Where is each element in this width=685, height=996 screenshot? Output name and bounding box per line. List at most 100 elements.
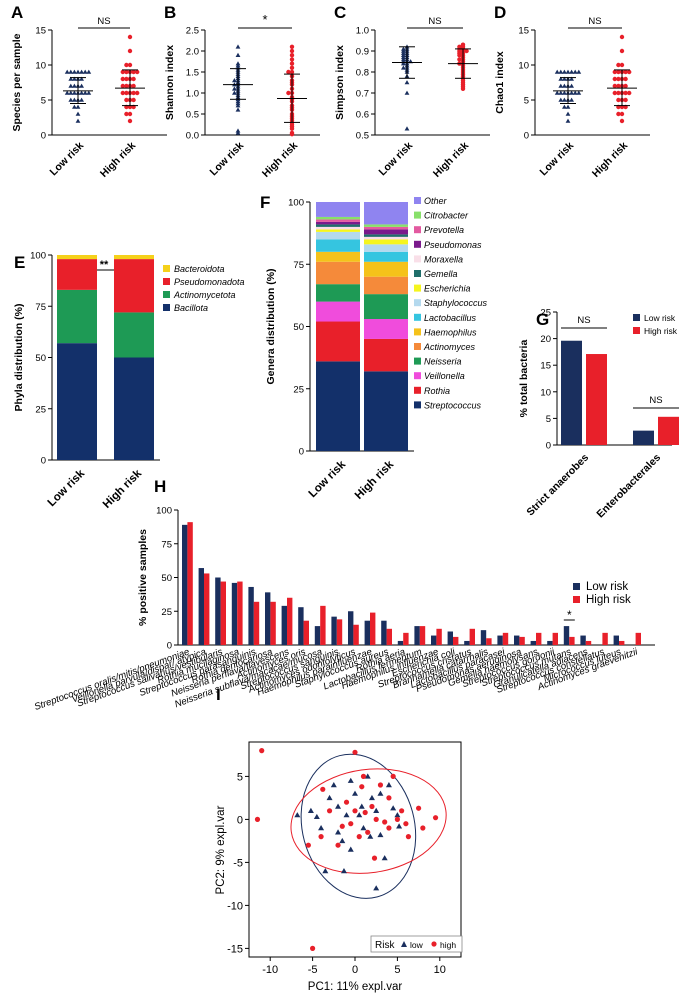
legend-marker-high xyxy=(431,941,437,947)
data-point-high xyxy=(432,815,439,821)
bar-segment-prevotella xyxy=(364,226,408,230)
bar-low-risk xyxy=(580,635,586,645)
data-point-high xyxy=(120,90,126,96)
legend-label: Bacteroidota xyxy=(174,264,225,274)
data-point-high xyxy=(627,90,632,96)
data-point-low xyxy=(569,69,574,74)
data-point-high xyxy=(612,83,617,89)
data-point-low xyxy=(86,69,92,74)
ellipse-low xyxy=(300,753,417,899)
bar-segment-staphylococcus xyxy=(364,244,408,252)
data-point-low xyxy=(562,76,567,81)
data-point-low xyxy=(232,90,237,95)
data-point-high xyxy=(124,83,129,89)
data-point-high xyxy=(127,62,133,68)
data-point-high xyxy=(352,749,358,755)
data-point-high xyxy=(127,118,133,124)
legend-label: Veillonella xyxy=(424,371,465,381)
bar-low-risk xyxy=(431,635,437,645)
panel-c-y-tick-label: 0.9 xyxy=(356,47,369,58)
legend-label: low xyxy=(410,940,424,950)
data-point-low xyxy=(330,782,337,788)
bar-low-risk xyxy=(563,626,570,645)
panel-c-y-label: Simpson index xyxy=(334,45,346,120)
data-point-low xyxy=(373,807,380,813)
bar-segment-haemophilus xyxy=(364,261,408,277)
data-point-high xyxy=(616,97,621,103)
legend-swatch xyxy=(414,226,421,234)
legend-swatch xyxy=(414,343,421,350)
panel-b-y-label: Shannon index xyxy=(164,45,176,120)
panel-g-y-tick-label: 20 xyxy=(540,334,551,345)
data-point-high xyxy=(619,118,625,124)
bar-high-risk xyxy=(187,522,193,645)
x-tick-label: High risk xyxy=(98,140,138,180)
data-point-low xyxy=(356,812,363,818)
data-point-low xyxy=(554,69,560,74)
bar-segment-citrobacter xyxy=(316,216,360,220)
panel-h-y-tick-label: 0 xyxy=(167,641,172,652)
data-point-low xyxy=(326,794,333,801)
bar-high-risk xyxy=(419,626,426,645)
legend-label: Low risk xyxy=(644,313,676,323)
bar-low-risk xyxy=(265,592,271,645)
legend-swatch xyxy=(414,372,421,380)
legend-label: Actinomycetota xyxy=(173,290,236,300)
panel-g-y-label: % total bacteria xyxy=(518,340,530,418)
bar-segment-streptococcus xyxy=(316,361,360,451)
panel-e-y-tick-label: 100 xyxy=(30,251,46,262)
bar-high-risk xyxy=(519,636,525,645)
panel-e-y-tick-label: 75 xyxy=(35,302,46,313)
data-point-low xyxy=(79,90,84,95)
legend-box xyxy=(370,935,463,953)
bar-segment-neisseria xyxy=(316,284,360,302)
panel-d-y-label: Chao1 index xyxy=(494,51,506,114)
data-point-low xyxy=(347,846,354,852)
data-point-high xyxy=(320,786,326,792)
panel-d-y-tick-label: 15 xyxy=(518,26,529,37)
panel-b-y-tick-label: 0.0 xyxy=(186,131,199,142)
panel-d-y-tick-label: 5 xyxy=(524,96,529,107)
data-point-low xyxy=(82,90,88,95)
data-point-high xyxy=(289,69,295,75)
bar-high-risk xyxy=(658,416,679,445)
legend-swatch xyxy=(414,284,421,292)
bar-segment-gemella xyxy=(364,234,408,237)
bar-high-risk xyxy=(635,632,641,645)
data-point-high xyxy=(131,90,136,96)
data-point-high xyxy=(390,773,396,780)
bar-high-risk xyxy=(619,640,625,645)
data-point-high xyxy=(310,945,316,952)
panel-c-y-tick-label: 0.7 xyxy=(356,89,369,100)
data-point-high xyxy=(623,83,628,89)
x-tick-label: High risk xyxy=(101,467,145,511)
data-point-low xyxy=(347,777,354,783)
panel-h-y-label: % positive samples xyxy=(137,529,149,626)
bar-segment-bacteroidota xyxy=(114,255,154,260)
panel-f-y-tick-label: 100 xyxy=(288,198,304,209)
data-point-high xyxy=(259,748,265,754)
bar-segment-lactobacillus xyxy=(316,239,360,252)
panel-a-y-tick-label: 5 xyxy=(41,96,46,107)
bar-low-risk xyxy=(381,620,387,645)
data-point-high xyxy=(405,834,412,840)
panel-e-y-tick-label: 0 xyxy=(41,456,46,467)
x-tick-label: 5 xyxy=(394,964,400,976)
bar-segment-streptococcus xyxy=(364,371,408,451)
data-point-high xyxy=(131,83,136,89)
data-point-low xyxy=(396,823,403,829)
x-tick-label: Low risk xyxy=(48,140,87,179)
bar-segment-staphylococcus xyxy=(316,231,360,240)
bar-low-risk xyxy=(497,635,503,645)
bar-high-risk xyxy=(552,632,558,645)
data-point-high xyxy=(124,62,129,68)
legend-swatch xyxy=(414,270,421,277)
panel-b-y-tick-label: 0.5 xyxy=(186,110,199,121)
bar-segment-veillonella xyxy=(316,301,360,322)
bar-low-risk xyxy=(298,607,304,645)
bar-segment-bacillota xyxy=(57,343,97,460)
bar-segment-pseudomonadota xyxy=(114,259,154,313)
bar-segment-actinomycetota xyxy=(57,289,97,344)
data-point-high xyxy=(612,90,617,96)
panel-letter-i: I xyxy=(216,685,221,704)
